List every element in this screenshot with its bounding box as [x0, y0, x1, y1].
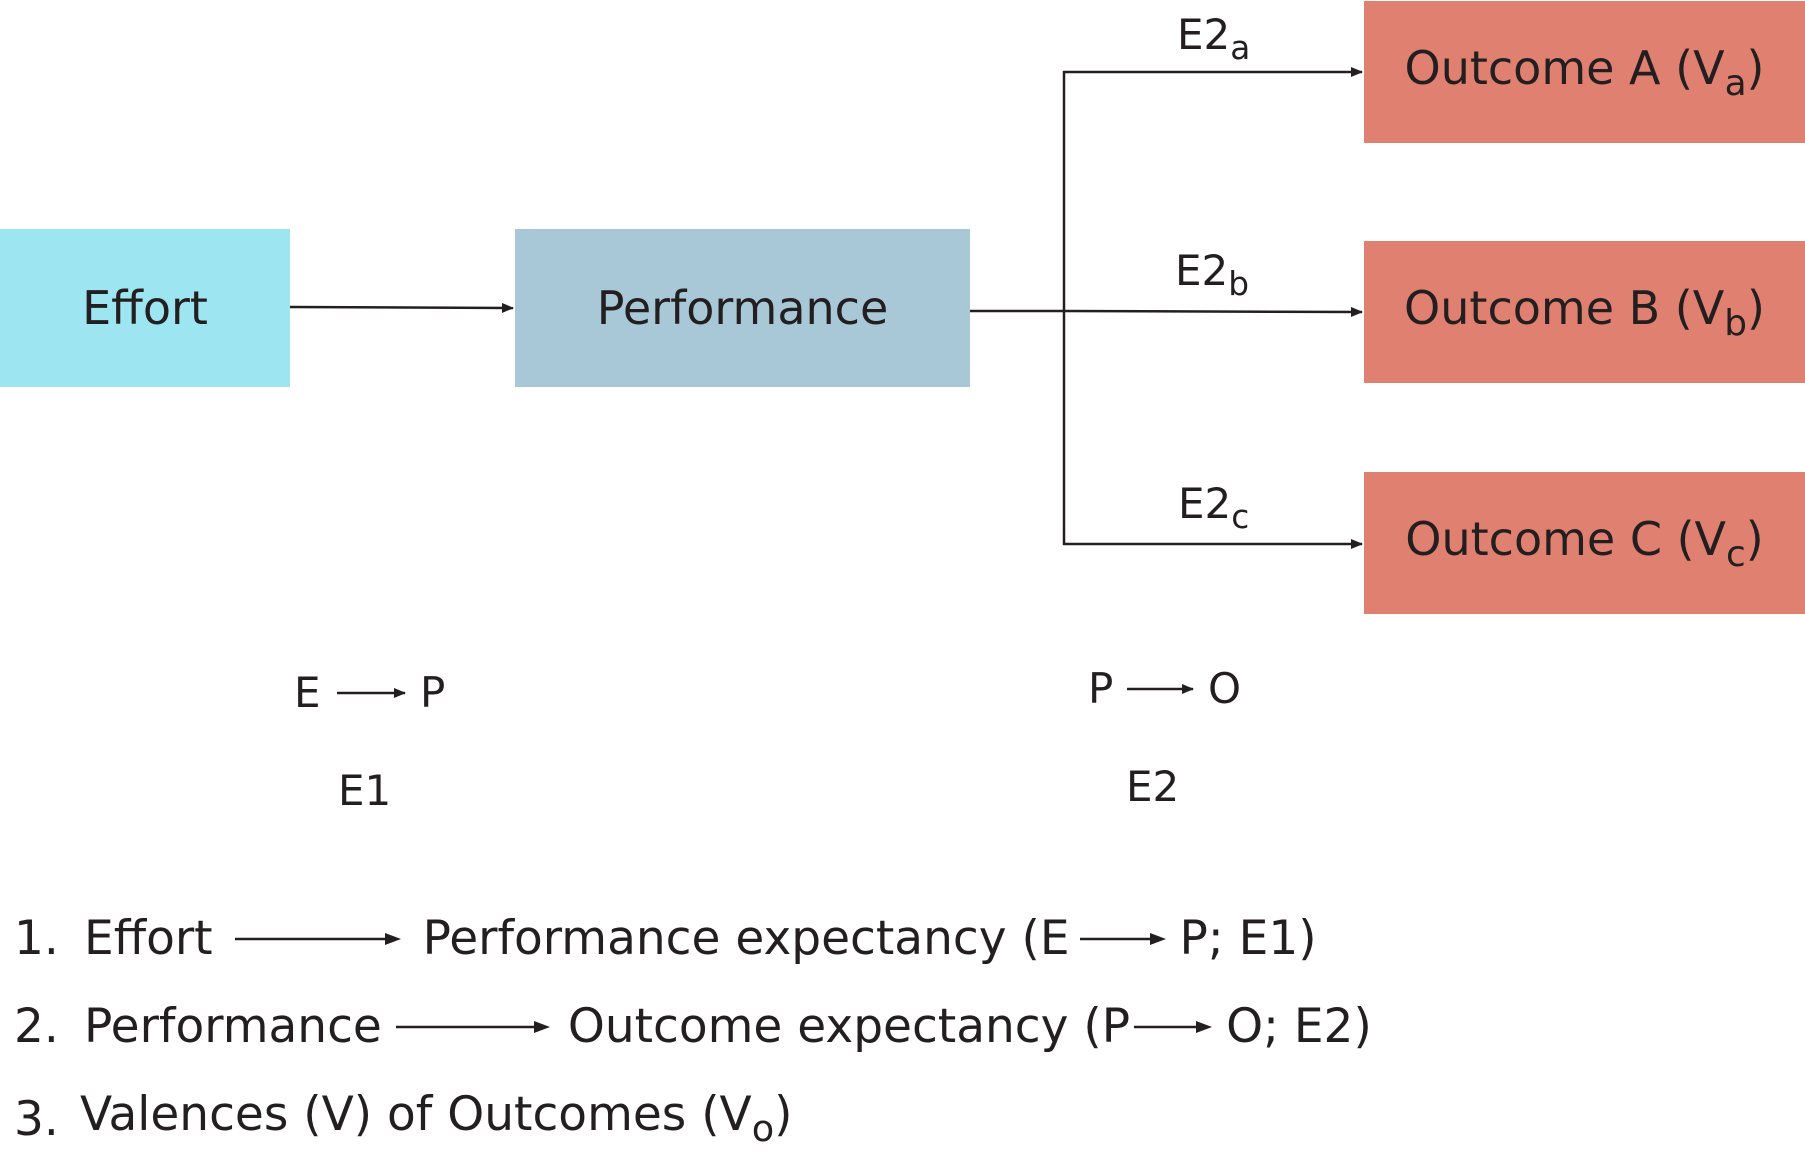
- list-arrow-icon: [1079, 932, 1166, 945]
- list-arrow-icon: [234, 932, 401, 945]
- performance-box-label: Performance: [596, 281, 889, 335]
- outcome-a-label: Outcome A (Va): [1404, 40, 1765, 104]
- po-left-label: P: [1088, 664, 1114, 713]
- effort-box-label: Effort: [82, 281, 208, 335]
- performance-box: Performance: [515, 229, 970, 387]
- list-item-3: 3. Valences (V) of Outcomes (Vo): [14, 1091, 792, 1148]
- outcome-c-label: Outcome C (Vc): [1405, 511, 1764, 575]
- arrow-label-e2a: E2a: [1177, 10, 1251, 67]
- po-right-label: O: [1208, 664, 1242, 713]
- outcome-b-box: Outcome B (Vb): [1364, 241, 1805, 383]
- list-item-1-to: Performance expectancy (E: [422, 911, 1070, 966]
- list-item-2: 2. Performance Outcome expectancy (P O; …: [14, 1003, 1372, 1050]
- list-arrow-icon: [395, 1020, 550, 1033]
- outcome-c-box: Outcome C (Vc): [1364, 472, 1805, 614]
- list-item-3-text: Valences (V) of Outcomes (Vo): [80, 1087, 793, 1150]
- arrow-label-e2c: E2c: [1178, 479, 1250, 536]
- ep-left-label: E: [294, 668, 321, 717]
- arrow-to-outcome-b: [1062, 306, 1363, 317]
- ep-right-label: P: [420, 668, 446, 717]
- list-number: 2.: [14, 999, 59, 1054]
- arrow-label-e2b: E2b: [1175, 246, 1250, 303]
- list-item-1-tail: P; E1): [1179, 911, 1317, 966]
- list-item-1: 1. Effort Performance expectancy (E P; E…: [14, 915, 1317, 962]
- list-item-2-tail: O; E2): [1226, 999, 1372, 1054]
- effort-to-performance-arrow: [289, 302, 514, 313]
- list-item-2-from: Performance: [84, 999, 382, 1054]
- e1-label: E1: [338, 766, 392, 815]
- list-arrow-icon: [1134, 1020, 1213, 1033]
- list-number: 3.: [14, 1091, 59, 1147]
- list-item-2-to: Outcome expectancy (P: [567, 999, 1131, 1054]
- outcome-a-box: Outcome A (Va): [1364, 1, 1805, 143]
- outcome-b-label: Outcome B (Vb): [1404, 280, 1765, 344]
- effort-box: Effort: [0, 229, 290, 387]
- list-item-1-from: Effort: [84, 911, 213, 966]
- list-number: 1.: [14, 911, 59, 966]
- e2-label: E2: [1126, 762, 1180, 811]
